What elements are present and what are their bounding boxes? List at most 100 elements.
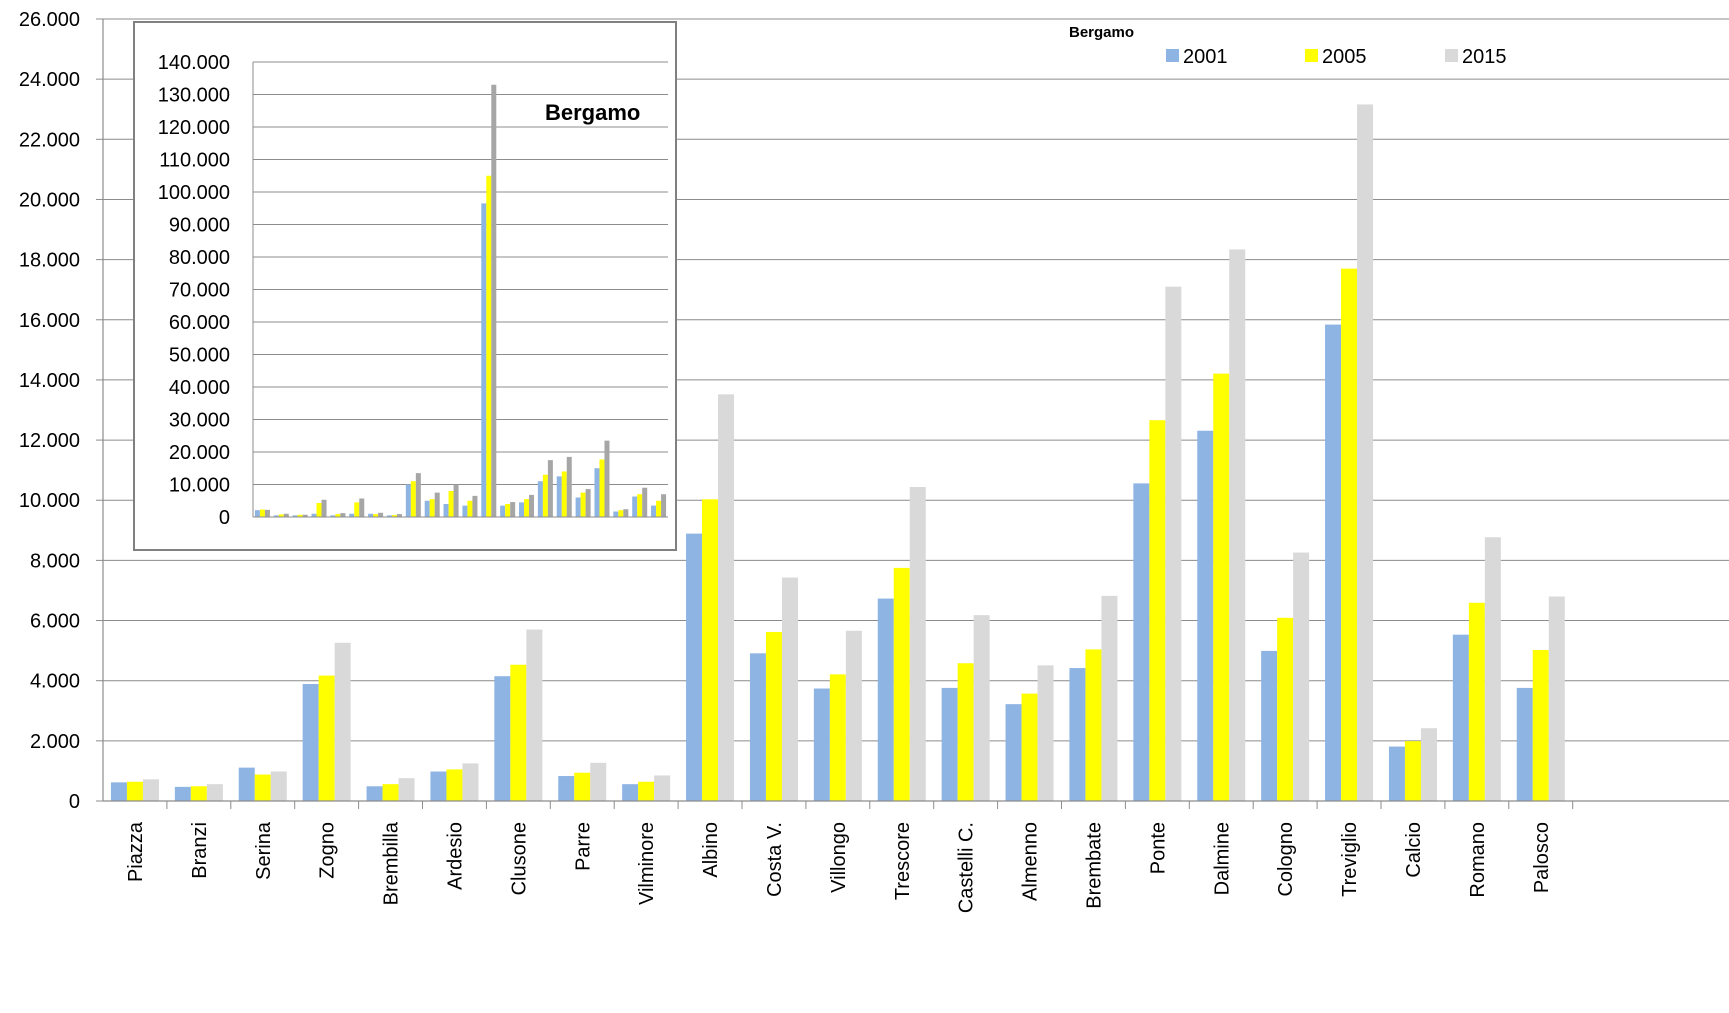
inset-bar-2015	[453, 484, 459, 517]
inset-bar-2015	[378, 512, 384, 517]
bar-2015	[909, 486, 926, 801]
inset-bar-2015	[604, 440, 610, 517]
main-grid: 0 2.000 4.000 6.000 8.000 10.000 12.000 14.000 1…	[19, 9, 1729, 813]
bar-2005	[446, 769, 463, 801]
legend-swatch-2015	[1445, 49, 1458, 62]
inset-bar-2005	[410, 481, 416, 517]
bar-2005	[1277, 617, 1294, 801]
x-tick-label: Vilminore	[636, 822, 658, 905]
main-bars: Piazza Branzi Serina Zogno Brembilla Ardesio C…	[110, 104, 1574, 913]
inset-bar-2001	[462, 505, 468, 517]
x-tick-label: Palosco	[1531, 822, 1553, 893]
bar-2005	[126, 781, 143, 801]
inset-y-tick-label: 100.000	[158, 182, 230, 204]
x-tick-label: Calcio	[1403, 822, 1425, 878]
inset-bar-2001	[443, 504, 449, 517]
bar-2001	[238, 767, 255, 801]
inset-y-tick-label: 140.000	[158, 52, 230, 74]
bar-2015	[1165, 286, 1182, 802]
bar-2005	[638, 781, 655, 801]
inset-bar-2005	[486, 175, 492, 517]
bar-2001	[110, 782, 127, 801]
bar-2001	[877, 598, 894, 801]
legend-title: Bergamo	[1069, 24, 1134, 41]
inset-bar-2015	[510, 502, 516, 517]
legend-label: 2005	[1322, 46, 1367, 68]
x-tick-label: Piazza	[125, 821, 147, 882]
y-tick-label: 2.000	[30, 731, 80, 753]
x-tick-label: Romano	[1467, 822, 1489, 898]
bar-2005	[829, 674, 846, 801]
inset-bar-2005	[354, 502, 360, 517]
inset-bar-2005	[599, 459, 605, 517]
bar-2015	[1484, 537, 1501, 801]
inset-y-tick-label: 80.000	[169, 247, 230, 269]
inset-bar-2005	[656, 500, 662, 517]
inset-y-tick-label: 10.000	[169, 475, 230, 497]
inset-bar-2001	[537, 481, 543, 517]
bar-2001	[1197, 430, 1214, 801]
bar-2005	[1213, 373, 1230, 801]
bar-2001	[622, 784, 639, 801]
inset-bar-2015	[340, 513, 346, 517]
inset-bar-2005	[561, 471, 567, 517]
bar-2015	[1357, 104, 1374, 802]
bar-2005	[190, 786, 207, 801]
inset-bar-2015	[623, 509, 629, 517]
inset-bar-2001	[632, 496, 638, 517]
inset-bar-2001	[330, 515, 336, 517]
bar-2001	[174, 786, 191, 801]
bar-2001	[494, 676, 511, 801]
bar-2001	[430, 771, 447, 801]
inset-bar-2015	[264, 509, 270, 517]
bar-2015	[1420, 728, 1437, 801]
y-tick-label: 16.000	[19, 310, 80, 332]
bar-2001	[941, 687, 958, 801]
inset-y-tick-label: 0	[219, 507, 230, 529]
y-tick-label: 14.000	[19, 370, 80, 392]
inset-bar-2001	[368, 513, 374, 517]
inset-bar-2001	[613, 511, 619, 517]
inset-y-tick-label: 50.000	[169, 345, 230, 367]
bar-2015	[398, 778, 415, 801]
inset-bar-2005	[448, 491, 454, 517]
x-tick-label: Ardesio	[444, 822, 466, 890]
y-tick-label: 8.000	[30, 550, 80, 572]
y-tick-label: 0	[69, 791, 80, 813]
bar-2015	[1548, 596, 1565, 801]
bar-2001	[558, 776, 575, 801]
y-tick-label: 22.000	[19, 129, 80, 151]
inset-bar-2015	[359, 498, 365, 517]
bar-2005	[957, 663, 974, 801]
legend: Bergamo 2001 2005 2015	[1069, 24, 1507, 68]
inset-bar-2001	[311, 513, 317, 517]
bar-2001	[1516, 687, 1533, 801]
inset-bar-2001	[556, 476, 562, 517]
x-tick-label: Zogno	[317, 822, 339, 879]
x-tick-label: Brembilla	[381, 821, 403, 905]
inset-bar-2001	[254, 510, 260, 517]
legend-swatch-2001	[1166, 49, 1179, 62]
inset-bar-2005	[429, 499, 435, 517]
bar-2015	[1229, 249, 1246, 802]
x-tick-label: Branzi	[189, 822, 211, 879]
inset-bar-2005	[373, 514, 379, 517]
bar-2001	[1325, 324, 1342, 801]
bar-2005	[1468, 602, 1485, 801]
inset-bar-2015	[585, 489, 591, 517]
bar-2005	[893, 567, 910, 801]
inset-bar-2015	[661, 494, 667, 517]
x-tick-label: Costa V.	[764, 822, 786, 897]
inset-bar-2001	[292, 515, 298, 517]
x-tick-label: Castelli C.	[956, 822, 978, 913]
bar-2015	[334, 642, 351, 801]
inset-y-tick-label: 20.000	[169, 442, 230, 464]
bar-2001	[1005, 704, 1022, 801]
bar-2005	[1021, 693, 1038, 801]
bar-2015	[526, 629, 543, 801]
inset-bar-2005	[467, 500, 473, 517]
bar-2015	[462, 763, 479, 801]
x-tick-label: Brembate	[1083, 822, 1105, 909]
x-tick-label: Albino	[700, 822, 722, 878]
y-tick-label: 6.000	[30, 611, 80, 633]
